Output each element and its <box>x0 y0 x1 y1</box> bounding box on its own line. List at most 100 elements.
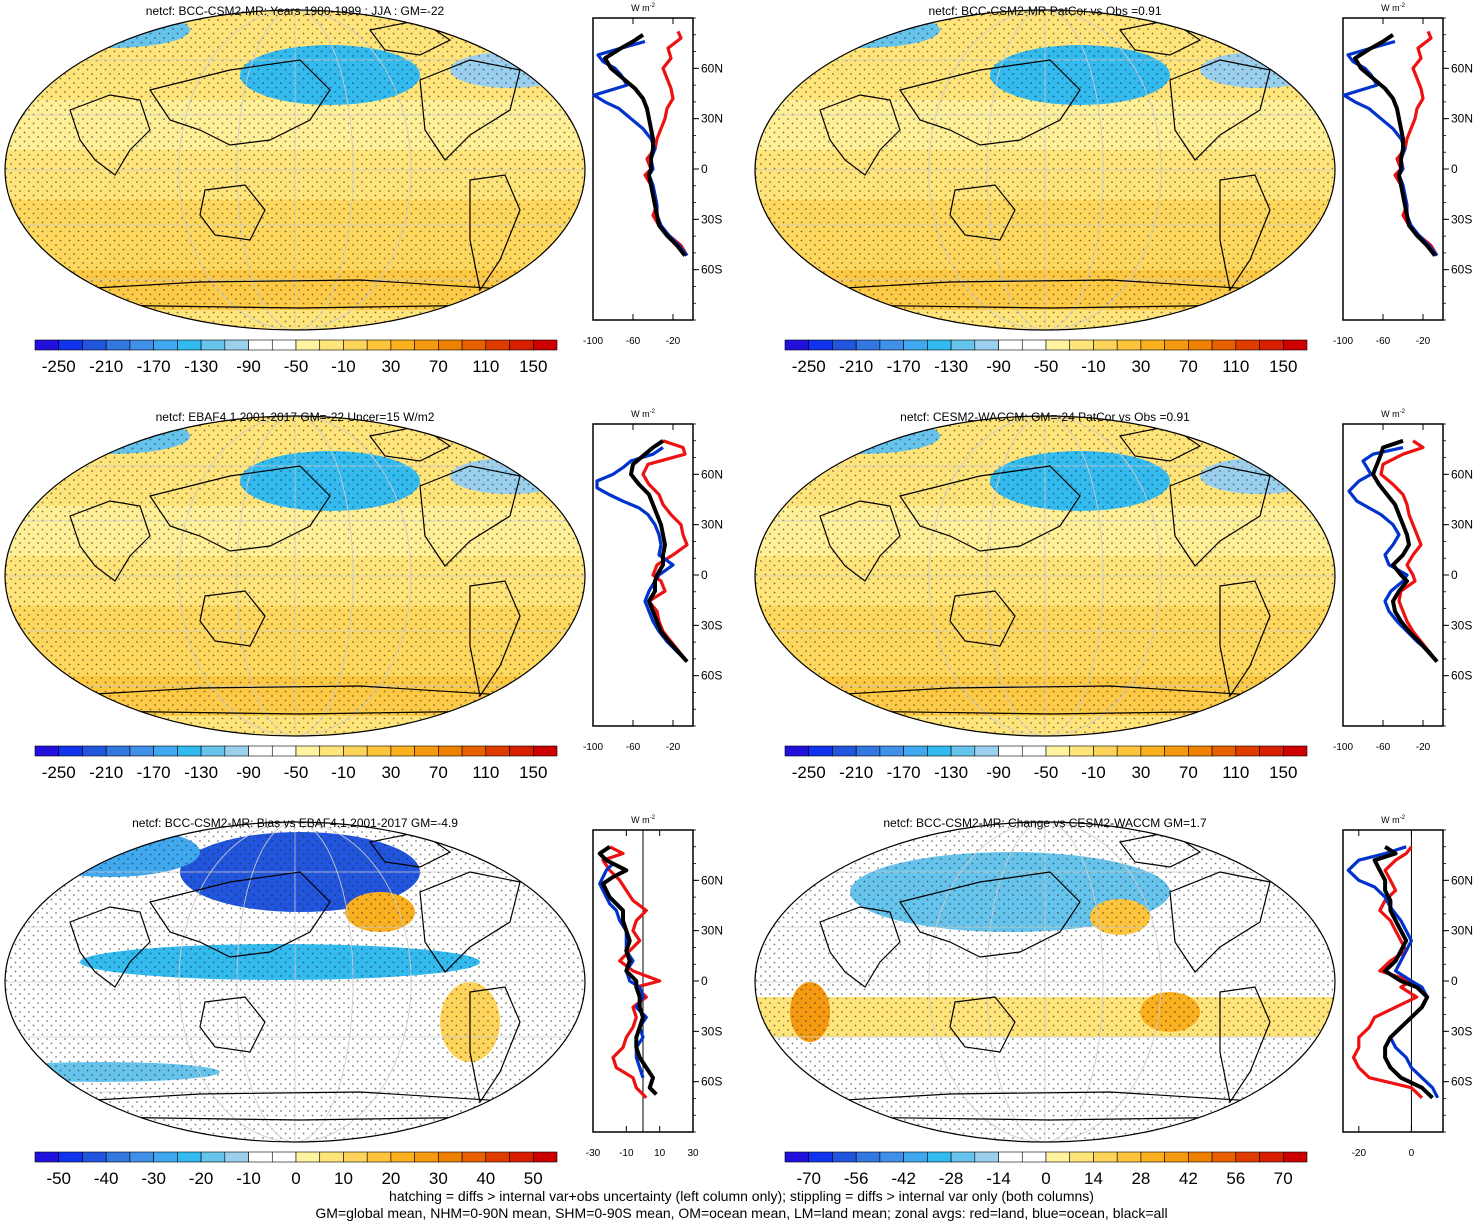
colorbar-box <box>1282 745 1308 757</box>
colorbar-label: -30 <box>141 1169 166 1188</box>
colorbar-box <box>34 339 60 351</box>
colorbar-box <box>485 339 510 351</box>
zonal-plot: 60N 30N 0 30S 60S -100 -60 -20 W m-2 <box>1333 409 1473 753</box>
colorbar-box <box>1282 1151 1308 1163</box>
unit-exponent: -2 <box>650 3 656 9</box>
coastline <box>819 500 901 582</box>
colorbar-box <box>82 745 107 757</box>
colorbar-label: -250 <box>792 763 826 782</box>
x-tick-label: -20 <box>1416 336 1431 347</box>
colorbar-label: 40 <box>476 1169 495 1188</box>
panel-svg: -250 -210 -170 -130 -90 -50 -10 30 70 110 150 60N 30… <box>754 409 1473 782</box>
colorbar-box <box>903 1151 928 1163</box>
x-tick-label: 0 <box>1409 1148 1415 1159</box>
colorbar-box <box>1045 339 1071 351</box>
colorbar-label: 150 <box>1269 357 1297 376</box>
lat-label: 30S <box>1451 1024 1472 1038</box>
lat-label: 60S <box>701 263 722 277</box>
coastline <box>199 590 266 647</box>
colorbar-box <box>784 1151 810 1163</box>
x-tick-label: -60 <box>1376 336 1391 347</box>
zonal-series-ocean <box>1342 39 1439 257</box>
colorbar-box <box>271 1151 297 1163</box>
colorbar-label: -130 <box>934 357 968 376</box>
panel-title: netcf: CESM2-WACCM: GM=-24 PatCor vs Obs… <box>900 410 1190 424</box>
zonal-series-all <box>603 33 687 257</box>
colorbar-box <box>177 1151 202 1163</box>
coastline <box>419 59 521 161</box>
colorbar-box <box>129 745 154 757</box>
zonal-series-ocean <box>592 39 689 257</box>
colorbar-label: 20 <box>381 1169 400 1188</box>
colorbar-label: -28 <box>939 1169 964 1188</box>
colorbar-box <box>82 1151 107 1163</box>
colorbar-box <box>1188 1151 1213 1163</box>
lat-label: 30S <box>701 212 722 226</box>
panel-svg: -70 -56 -42 -28 -14 0 14 28 42 56 70 60N 30N 0 30S 60S -… <box>754 815 1473 1188</box>
unit-exponent: -2 <box>1400 815 1406 821</box>
colorbar-box <box>1116 745 1142 757</box>
colorbar-box <box>343 1151 368 1163</box>
zonal-series-all <box>1371 438 1439 663</box>
colorbar-box <box>927 1151 952 1163</box>
colorbar-box <box>319 1151 344 1163</box>
unit-exponent: -2 <box>1400 3 1406 9</box>
colorbar-box <box>105 1151 131 1163</box>
zonal-series-ocean <box>1347 445 1439 663</box>
x-tick-label: -100 <box>583 742 603 753</box>
colorbar-box <box>998 745 1023 757</box>
zonal-plot: 60N 30N 0 30S 60S -30 -10 10 30 W m-2 <box>586 815 723 1159</box>
colorbar-box <box>414 339 439 351</box>
unit-label: W m-2 <box>631 3 655 13</box>
colorbar-box <box>532 1151 558 1163</box>
colorbar-box <box>105 339 131 351</box>
colorbar-label: 70 <box>429 763 448 782</box>
x-tick-label: -60 <box>1376 742 1391 753</box>
colorbar-label: -10 <box>331 763 356 782</box>
coastline <box>819 94 901 176</box>
colorbar-label: -10 <box>1081 763 1106 782</box>
unit-exponent: -2 <box>1400 409 1406 415</box>
coastline <box>1219 986 1271 1104</box>
lat-label: 30S <box>1451 212 1472 226</box>
colorbar-box <box>532 745 558 757</box>
colorbar-box <box>177 339 202 351</box>
x-tick-label: -60 <box>626 336 641 347</box>
colorbar-box <box>1045 745 1071 757</box>
colorbar-box <box>295 339 321 351</box>
colorbar-label: -50 <box>46 1169 71 1188</box>
colorbar-box <box>153 1151 178 1163</box>
colorbar-box <box>485 745 510 757</box>
colorbar-box <box>1235 745 1260 757</box>
colorbar-box <box>414 745 439 757</box>
colorbar-label: 14 <box>1084 1169 1103 1188</box>
footer-line-1: hatching = diffs > internal var+obs unce… <box>389 1188 1094 1204</box>
colorbar-box <box>366 745 392 757</box>
map-field <box>5 10 585 330</box>
colorbar-box <box>808 339 833 351</box>
coastline <box>419 465 521 567</box>
colorbar-box <box>485 1151 510 1163</box>
coastline <box>1219 174 1271 292</box>
colorbar-box <box>808 1151 833 1163</box>
colorbar: -250 -210 -170 -130 -90 -50 -10 30 70 110 150 <box>34 339 558 376</box>
lat-label: 60N <box>1451 467 1473 481</box>
zonal-frame <box>1342 423 1444 727</box>
colorbar-box <box>832 1151 857 1163</box>
colorbar-box <box>879 745 904 757</box>
colorbar-label: -14 <box>986 1169 1011 1188</box>
colorbar-box <box>1188 339 1213 351</box>
map-border <box>4 415 586 737</box>
colorbar-box <box>438 1151 463 1163</box>
colorbar-box <box>390 745 415 757</box>
unit-exponent: -2 <box>650 409 656 415</box>
colorbar-label: 110 <box>1222 357 1249 376</box>
coastline <box>1169 465 1271 567</box>
panel-svg: -250 -210 -170 -130 -90 -50 -10 30 70 110 150 60N 30… <box>754 3 1473 376</box>
unit-label: W m-2 <box>1381 815 1405 825</box>
colorbar-label: 0 <box>1041 1169 1050 1188</box>
map-border <box>754 415 1336 737</box>
colorbar-box <box>1093 745 1118 757</box>
coastline <box>419 871 521 973</box>
colorbar-box <box>1021 745 1047 757</box>
